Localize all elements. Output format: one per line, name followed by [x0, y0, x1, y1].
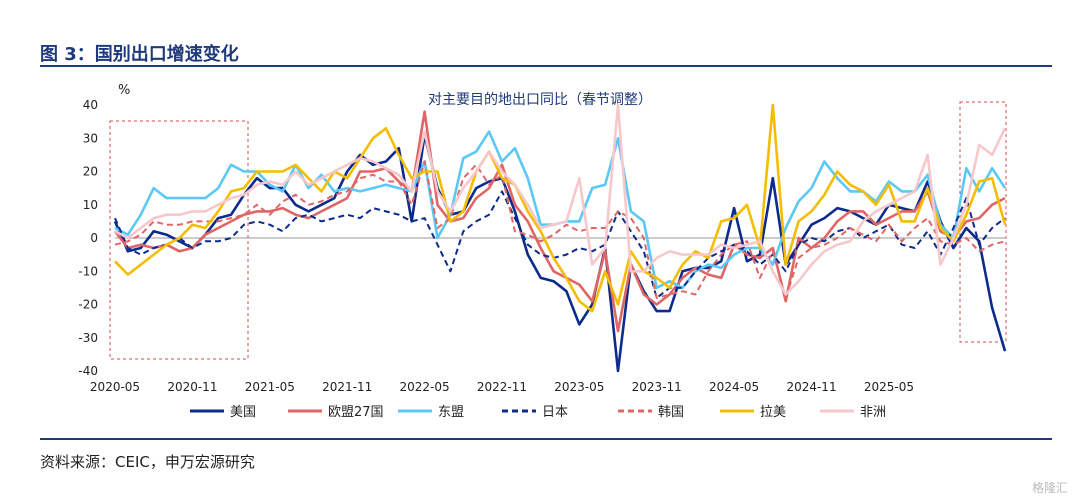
- legend-label: 东盟: [438, 405, 464, 420]
- x-tick-label: 2021-05: [245, 380, 295, 394]
- x-tick-label: 2020-11: [167, 380, 217, 394]
- x-tick-label: 2024-05: [709, 380, 759, 394]
- watermark-logo: 格隆汇: [1031, 481, 1068, 495]
- line-chart: -40 -30 -20 -10 0 10 20 30 40 2020-05 2020-11 2021-…: [78, 83, 1007, 420]
- y-tick-label: -30: [78, 331, 98, 345]
- series-line: [114, 103, 1007, 296]
- legend: 美国 欧盟27国 东盟 日本 韩国 拉美 非洲: [190, 405, 886, 420]
- series-line: [114, 103, 1007, 313]
- y-tick-label: 0: [90, 231, 98, 245]
- legend-label: 拉美: [760, 405, 786, 420]
- y-tick-label: 30: [83, 131, 98, 145]
- legend-label: 美国: [230, 405, 256, 420]
- x-tick-label: 2022-11: [477, 380, 527, 394]
- x-tick-label: 2021-11: [322, 380, 372, 394]
- legend-label: 欧盟27国: [328, 405, 384, 420]
- legend-label: 日本: [542, 405, 568, 420]
- legend-label: 韩国: [658, 405, 684, 420]
- chart-title: 对主要目的地出口同比（春节调整）: [428, 92, 652, 108]
- legend-label: 非洲: [860, 405, 886, 420]
- y-tick-label: 40: [83, 98, 98, 112]
- series-line: [114, 130, 1007, 290]
- x-tick-label: 2025-05: [864, 380, 914, 394]
- axis-layer: -40 -30 -20 -10 0 10 20 30 40 2020-05 2020-11 2021-…: [78, 98, 1005, 394]
- x-tick-label: 2024-11: [786, 380, 836, 394]
- top-rule: [40, 65, 1052, 67]
- x-tick-label: 2022-05: [399, 380, 449, 394]
- series-line: [114, 160, 1006, 299]
- bottom-rule: [40, 438, 1052, 440]
- y-tick-label: -10: [78, 264, 98, 278]
- series-layer: [113, 103, 1007, 373]
- source-note: 资料来源：CEIC，申万宏源研究: [40, 453, 255, 471]
- figure-title: 图 3：国别出口增速变化: [40, 44, 239, 65]
- y-axis-unit: %: [118, 83, 130, 98]
- series-line: [113, 110, 1006, 333]
- y-tick-label: 20: [83, 165, 98, 179]
- highlight-box-start: [109, 120, 249, 360]
- y-tick-label: 10: [83, 198, 98, 212]
- y-tick-label: -20: [78, 298, 98, 312]
- x-tick-label: 2023-11: [632, 380, 682, 394]
- x-tick-label: 2020-05: [90, 380, 140, 394]
- y-tick-label: -40: [78, 364, 98, 378]
- x-tick-label: 2023-05: [554, 380, 604, 394]
